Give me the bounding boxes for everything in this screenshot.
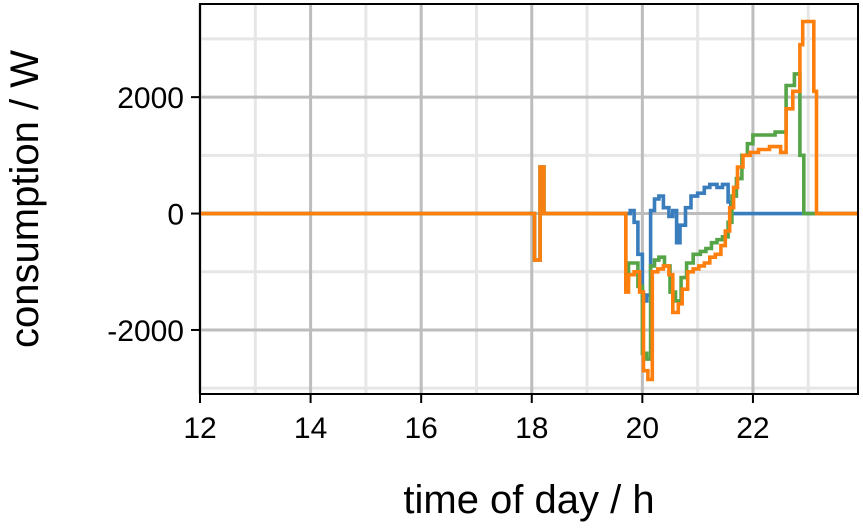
plot-border bbox=[199, 3, 859, 395]
y-axis-title: consumption / W bbox=[3, 50, 47, 348]
plot-background bbox=[200, 4, 858, 394]
series-line-2 bbox=[200, 72, 858, 361]
y-axis-ticks: -2000 0 2000 bbox=[107, 82, 200, 348]
x-axis-title: time of day / h bbox=[403, 478, 654, 522]
x-axis-ticks: 12 14 16 18 20 22 bbox=[183, 394, 770, 445]
series-line-1 bbox=[200, 165, 858, 303]
x-tick-label: 20 bbox=[626, 412, 659, 445]
x-tick-label: 14 bbox=[294, 412, 327, 445]
series-layer bbox=[200, 19, 858, 382]
x-tick-label: 22 bbox=[736, 412, 769, 445]
y-tick-label: -2000 bbox=[107, 315, 184, 348]
y-tick-label: 2000 bbox=[117, 82, 184, 115]
x-tick-label: 16 bbox=[404, 412, 437, 445]
x-tick-label: 12 bbox=[183, 412, 216, 445]
series-line-3 bbox=[200, 19, 858, 382]
x-tick-label: 18 bbox=[515, 412, 548, 445]
y-tick-label: 0 bbox=[167, 199, 184, 232]
